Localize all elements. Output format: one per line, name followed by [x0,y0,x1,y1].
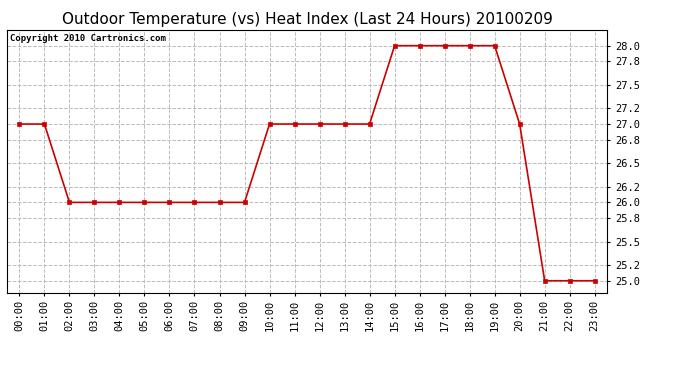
Text: Copyright 2010 Cartronics.com: Copyright 2010 Cartronics.com [10,34,166,43]
Title: Outdoor Temperature (vs) Heat Index (Last 24 Hours) 20100209: Outdoor Temperature (vs) Heat Index (Las… [61,12,553,27]
